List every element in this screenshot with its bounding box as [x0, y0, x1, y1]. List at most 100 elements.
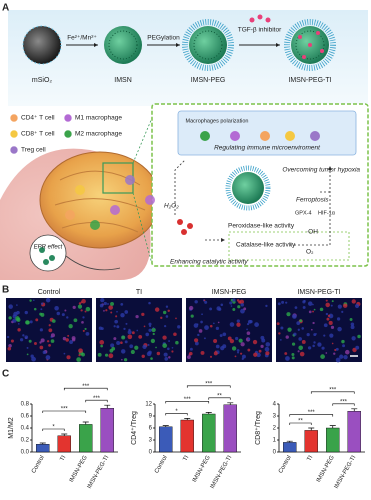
fluorescence-dot [40, 308, 43, 311]
fluorescence-dot [357, 334, 361, 339]
molecule [187, 223, 193, 229]
x-tick-label: TI [306, 455, 314, 463]
fluorescence-dot [22, 334, 25, 337]
fluorescence-dot [81, 320, 84, 324]
fluorescence-dot [325, 302, 330, 308]
fluorescence-dot [327, 314, 331, 318]
y-tick-label: 0 [273, 450, 277, 456]
significance-bracket [289, 414, 334, 417]
fluorescence-dot [61, 313, 65, 317]
fluorescence-dot [286, 312, 291, 317]
y-axis-label: CD4⁺/Treg [130, 411, 138, 445]
fluorescence-dot [193, 323, 199, 328]
significance-label: ** [217, 393, 222, 399]
fluorescence-dot [25, 320, 30, 325]
fluorescence-dot [52, 319, 56, 323]
fluorescence-dot [105, 309, 108, 312]
fluorescence-dot [164, 324, 167, 328]
fluorescence-dot [240, 352, 243, 355]
fluorescence-dot [252, 339, 258, 345]
particle-label: mSiO₂ [32, 77, 53, 84]
fluorescence-dot [50, 333, 55, 338]
fluorescence-dot [285, 301, 288, 304]
legend-label: CD8⁺ T cell [21, 131, 55, 138]
bar [159, 426, 173, 453]
y-tick-label: 3 [273, 414, 277, 420]
nanoparticle-texture [295, 30, 325, 60]
fluorescence-dot [229, 301, 233, 305]
fluorescence-dot [76, 357, 81, 362]
significance-label: * [175, 409, 178, 415]
fluorescence-dot [188, 305, 194, 311]
fluorescence-dot [160, 316, 163, 320]
fluorescence-dot [284, 352, 288, 355]
fluorescence-dot [8, 304, 13, 309]
fluorescence-dot [310, 328, 313, 331]
panel-label: A [2, 3, 9, 14]
fluorescence-dot [141, 354, 145, 359]
fluorescence-dot [131, 331, 135, 335]
fluorescence-dot [277, 302, 281, 306]
fluorescence-dot [154, 307, 160, 312]
fluorescence-dot [130, 349, 135, 355]
micrograph-signal [6, 297, 91, 362]
fluorescence-dot [247, 348, 251, 352]
significance-label: *** [61, 407, 69, 413]
fluorescence-dot [162, 343, 168, 348]
fluorescence-dot [187, 355, 191, 360]
inhibitor-icon [249, 17, 255, 23]
fluorescence-dot [237, 351, 240, 354]
fluorescence-dot [308, 310, 312, 314]
mechanism-text: GPX-4 [295, 210, 312, 216]
fluorescence-dot [17, 328, 21, 332]
fluorescence-dot [155, 346, 157, 349]
fluorescence-dot [198, 329, 203, 333]
fluorescence-dot [279, 338, 282, 341]
fluorescence-dot [175, 317, 177, 320]
fluorescence-dot [301, 340, 306, 344]
mechanism-text: Macrophages polarization [186, 118, 249, 124]
fluorescence-dot [16, 304, 18, 306]
fluorescence-dot [110, 343, 115, 348]
fluorescence-dot [299, 319, 303, 323]
legend-label: Treg cell [21, 147, 46, 154]
fluorescence-dot [151, 327, 156, 333]
panel-label: C [2, 369, 9, 380]
fluorescence-dot [325, 312, 329, 316]
fluorescence-dot [72, 305, 76, 309]
fluorescence-dot [26, 353, 29, 356]
fluorescence-dot [216, 306, 221, 311]
fluorescence-dot [85, 306, 91, 312]
fluorescence-dot [238, 300, 242, 304]
fluorescence-dot [123, 327, 126, 331]
fluorescence-dot [240, 308, 245, 314]
fluorescence-dot [265, 342, 271, 347]
fluorescence-dot [149, 325, 152, 328]
fluorescence-dot [145, 332, 150, 337]
fluorescence-dot [264, 346, 270, 352]
mechanism-text: H₂O₂ [164, 203, 179, 210]
fluorescence-dot [341, 339, 345, 344]
inhibitor-dot [302, 55, 306, 59]
fluorescence-dot [333, 352, 336, 355]
fluorescence-dot [330, 325, 335, 330]
fluorescence-dot [164, 357, 169, 361]
fluorescence-dot [240, 303, 244, 307]
significance-bracket [85, 399, 108, 403]
error-bar [308, 427, 315, 431]
fluorescence-dot [354, 303, 360, 309]
fluorescence-dot [120, 349, 126, 354]
zoom-lines [132, 117, 153, 265]
fluorescence-dot [336, 317, 341, 321]
bar [326, 427, 340, 453]
immune-cell-icon [230, 131, 240, 141]
significance-bracket [310, 391, 355, 394]
silica-particle [23, 26, 61, 64]
fluorescence-dot [303, 299, 306, 303]
fluorescence-dot [165, 315, 169, 318]
fluorescence-dot [312, 310, 315, 313]
fluorescence-dot [8, 316, 12, 320]
fluorescence-dot [209, 355, 213, 358]
mechanism-text: Catalase-like activity [236, 242, 296, 249]
